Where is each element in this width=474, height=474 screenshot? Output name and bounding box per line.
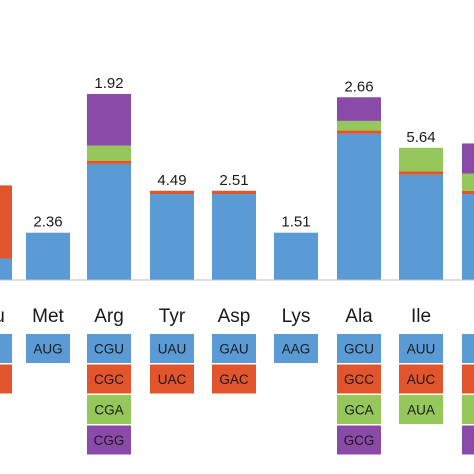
codon-box xyxy=(212,334,256,363)
bar-segment-arg-red xyxy=(87,160,131,164)
bar-segment-ala-green xyxy=(337,120,381,131)
codon-box xyxy=(150,364,194,394)
codon-label: CGC xyxy=(94,372,124,387)
bar-segment-met-blue xyxy=(26,232,70,280)
bar-segment-lys-blue xyxy=(274,232,318,280)
codon-label: GCA xyxy=(344,403,373,418)
bar-segment-glu-blue xyxy=(0,258,12,280)
codon-box xyxy=(87,334,131,363)
codon-box xyxy=(462,334,474,363)
codon-label: GCG xyxy=(344,433,375,448)
codon-box xyxy=(462,425,474,455)
value-label-arg: 1.92 xyxy=(94,75,123,92)
codon-label: CGA xyxy=(94,403,123,418)
value-label-asp: 2.51 xyxy=(219,172,248,189)
bar-segment-s-blue xyxy=(462,194,474,280)
codon-label: GCU xyxy=(344,342,374,357)
codon-box xyxy=(274,334,318,363)
codon-label: UAU xyxy=(158,342,187,357)
bar-segment-arg-green xyxy=(87,145,131,161)
labels-layer: 5Glu2.36Met1.92Arg4.49Tyr2.51Asp1.51Lys2… xyxy=(0,75,436,327)
axis-label-glu: Glu xyxy=(0,306,5,327)
codon-box xyxy=(399,334,443,363)
bar-segment-tyr-blue xyxy=(150,194,194,280)
bar-segment-ile-blue xyxy=(399,174,443,280)
value-label-ala: 2.66 xyxy=(344,78,373,95)
codon-box xyxy=(337,425,381,455)
bar-segment-s-purple xyxy=(462,143,474,174)
bar-segment-ala-purple xyxy=(337,97,381,121)
codon-box xyxy=(26,334,70,363)
codon-box xyxy=(87,395,131,424)
codon-box xyxy=(87,425,131,455)
bar-segment-arg-blue xyxy=(87,163,131,280)
codon-label: AUU xyxy=(407,342,436,357)
codon-box xyxy=(150,334,194,363)
codon-label: AUG xyxy=(33,342,62,357)
axis-label-tyr: Tyr xyxy=(159,306,186,327)
axis-label-lys: Lys xyxy=(282,306,311,327)
codon-label: GCC xyxy=(344,372,374,387)
codon-box xyxy=(0,334,12,363)
axis-label-ala: Ala xyxy=(345,306,373,327)
axis-label-arg: Arg xyxy=(94,306,124,327)
codon-box xyxy=(337,364,381,394)
codon-label: GAC xyxy=(219,372,249,387)
codon-label: AAG xyxy=(282,342,311,357)
bar-segment-ala-blue xyxy=(337,133,381,280)
bar-segment-asp-red xyxy=(212,190,256,194)
value-label-lys: 1.51 xyxy=(281,214,310,231)
bar-segment-s-green xyxy=(462,173,474,191)
axis-label-met: Met xyxy=(32,306,64,327)
codon-box xyxy=(399,395,443,424)
value-label-tyr: 4.49 xyxy=(157,172,186,189)
codon-label: GAU xyxy=(219,342,248,357)
bar-segment-ala-red xyxy=(337,130,381,134)
codon-label: CGG xyxy=(94,433,125,448)
codon-box xyxy=(0,364,12,394)
codon-box xyxy=(337,395,381,424)
bar-segment-arg-purple xyxy=(87,94,131,146)
codon-label: CGU xyxy=(94,342,124,357)
value-label-met: 2.36 xyxy=(33,214,62,231)
axis-label-ile: Ile xyxy=(411,306,431,327)
codon-box xyxy=(462,364,474,394)
codon-label: AUA xyxy=(407,403,435,418)
bar-segment-ile-red xyxy=(399,171,443,175)
bar-segment-ile-green xyxy=(399,147,443,172)
codon-box xyxy=(462,395,474,424)
axis-label-asp: Asp xyxy=(218,306,251,327)
bar-segment-tyr-red xyxy=(150,190,194,194)
bar-segment-glu-red xyxy=(0,185,12,259)
codon-grid: AGAUGCGUCGCCGACGGUAUUACGAUGACAAGGCUGCCGC… xyxy=(0,334,474,455)
codon-box xyxy=(337,334,381,363)
bars-layer xyxy=(0,94,474,280)
bar-segment-s-red xyxy=(462,190,474,194)
codon-box xyxy=(399,364,443,394)
codon-box xyxy=(87,364,131,394)
codon-label: AUC xyxy=(407,372,436,387)
codon-box xyxy=(212,364,256,394)
codon-label: UAC xyxy=(158,372,187,387)
bar-segment-asp-blue xyxy=(212,194,256,280)
value-label-ile: 5.64 xyxy=(406,129,435,146)
